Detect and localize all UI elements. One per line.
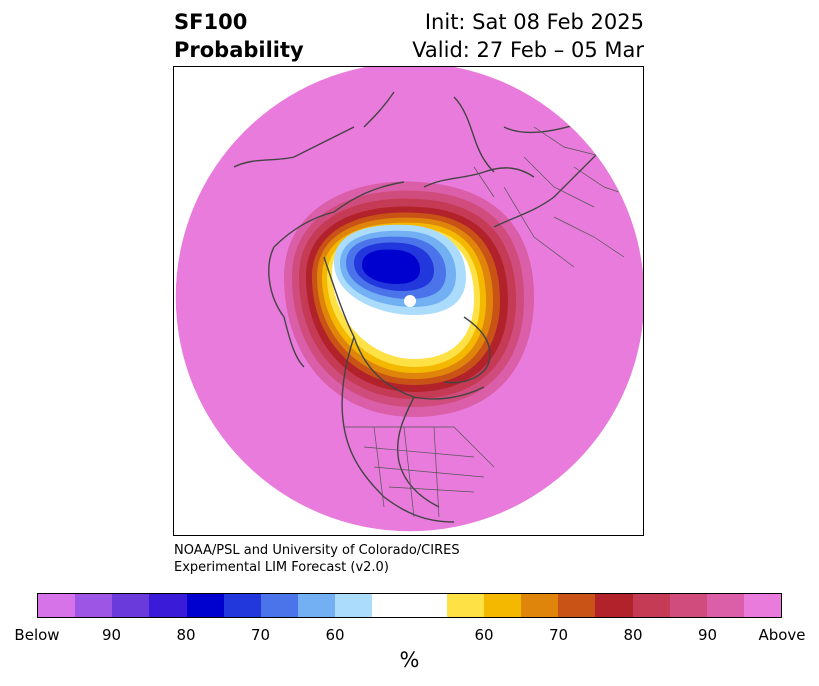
colorbar-swatch-16 [632,594,670,617]
colorbar-swatch-9 [372,594,410,617]
colorbar [37,593,782,618]
pole-hole [404,295,416,307]
map-disk-edge [175,67,643,532]
probability-map [175,67,643,532]
credit: NOAA/PSL and University of Colorado/CIRE… [174,542,460,576]
colorbar-swatch-15 [595,594,633,617]
colorbar-tick-3: 70 [250,626,271,644]
colorbar-tick-5: 60 [474,626,494,644]
colorbar-swatch-8 [335,594,373,617]
colorbar-tick-8: 90 [697,626,718,644]
colorbar-tick-2: 80 [176,626,196,644]
init-date: Init: Sat 08 Feb 2025 [424,10,644,34]
colorbar-tick-7: 80 [623,626,643,644]
colorbar-tick-4: 60 [325,626,345,644]
colorbar-swatch-1 [75,594,113,617]
colorbar-tick-9: Above [758,626,806,644]
colorbar-swatch-4 [186,594,224,617]
valid-range: Valid: 27 Feb – 05 Mar [412,38,644,62]
colorbar-swatch-3 [149,594,187,617]
colorbar-swatch-10 [409,594,447,617]
colorbar-swatch-19 [743,594,782,617]
colorbar-swatch-7 [298,594,336,617]
colorbar-swatch-17 [669,594,707,617]
colorbar-unit: % [399,648,420,672]
contour-below-80 [362,249,420,284]
colorbar-swatch-2 [112,594,150,617]
colorbar-swatch-12 [483,594,522,617]
borders [344,126,635,518]
colorbar-swatch-14 [558,594,596,617]
colorbar-swatch-18 [706,594,744,617]
colorbar-swatch-0 [38,594,76,617]
probability-title: Probability [174,38,304,62]
colorbar-swatch-11 [446,594,484,617]
credit-line-1: NOAA/PSL and University of Colorado/CIRE… [174,543,460,558]
map-frame [173,66,644,536]
colorbar-tick-0: Below [14,626,60,644]
colorbar-tick-1: 90 [101,626,122,644]
colorbar-tick-6: 70 [548,626,569,644]
colorbar-swatch-6 [260,594,299,617]
colorbar-tick-labels: Below 90 80 70 60 60 70 80 90 Above [0,626,819,646]
colorbar-swatch-13 [521,594,559,617]
colorbar-swatch-5 [223,594,261,617]
title-left: SF100 Probability [174,8,304,64]
credit-line-2: Experimental LIM Forecast (v2.0) [174,560,389,575]
variable-title: SF100 [174,10,248,34]
title-right: Init: Sat 08 Feb 2025 Valid: 27 Feb – 05… [412,8,644,64]
